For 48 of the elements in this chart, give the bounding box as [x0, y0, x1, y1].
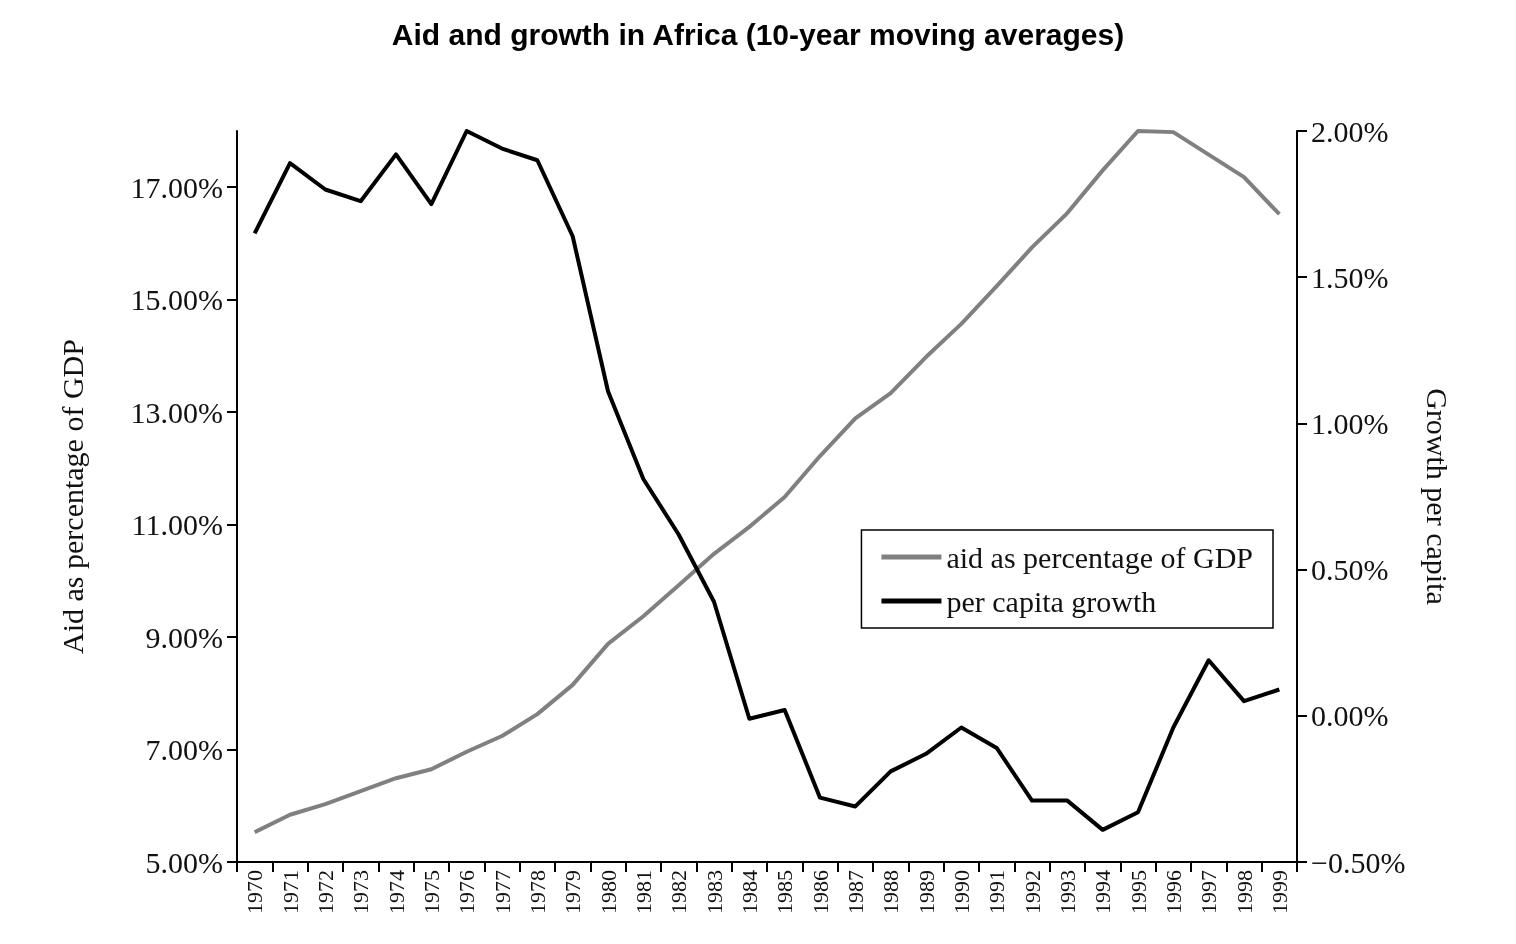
- x-tick-label: 1999: [1266, 870, 1292, 914]
- x-tick-label: 1972: [312, 870, 338, 914]
- x-tick-label: 1975: [418, 870, 444, 914]
- legend-label: aid as percentage of GDP: [946, 540, 1254, 574]
- x-tick-label: 1989: [913, 870, 939, 914]
- x-tick-label: 1982: [666, 870, 692, 914]
- x-tick-label: 1970: [242, 870, 268, 914]
- x-tick-label: 1980: [595, 870, 621, 914]
- x-tick-label: 1991: [984, 870, 1010, 914]
- y-axis-title: Aid as percentage of GDP: [55, 339, 89, 654]
- x-tick-label: 1979: [560, 870, 586, 914]
- x-tick-label: 1978: [524, 870, 550, 914]
- y2-tick-label: 0.50%: [1311, 553, 1389, 587]
- y-tick-label: 7.00%: [145, 733, 223, 767]
- x-tick-label: 1981: [630, 870, 656, 914]
- x-tick-label: 1997: [1196, 870, 1222, 914]
- x-tick-label: 1990: [948, 870, 974, 914]
- chart-title: Aid and growth in Africa (10-year moving averages): [391, 17, 1125, 51]
- x-tick-label: 1994: [1090, 870, 1116, 914]
- x-tick-label: 1993: [1054, 870, 1080, 914]
- x-tick-label: 1973: [348, 870, 374, 914]
- x-tick-label: 1986: [807, 870, 833, 914]
- y-tick-label: 13.00%: [130, 395, 223, 429]
- x-tick-label: 1971: [277, 870, 303, 914]
- x-tick-label: 1987: [842, 870, 868, 914]
- x-tick-label: 1996: [1160, 870, 1186, 914]
- y2-tick-label: 2.00%: [1311, 114, 1389, 148]
- y2-axis-title: Growth per capita: [1420, 388, 1454, 605]
- x-tick-label: 1988: [878, 870, 904, 914]
- x-tick-label: 1984: [736, 870, 762, 914]
- y-tick-label: 17.00%: [130, 170, 223, 204]
- y-tick-label: 9.00%: [145, 620, 223, 654]
- x-tick-label: 1998: [1231, 870, 1257, 914]
- x-tick-label: 1995: [1125, 870, 1151, 914]
- x-tick-label: 1983: [701, 870, 727, 914]
- x-tick-label: 1977: [489, 870, 515, 914]
- x-tick-label: 1974: [383, 870, 409, 914]
- y2-tick-label: 1.50%: [1311, 260, 1389, 294]
- y2-tick-label: 1.00%: [1311, 406, 1389, 440]
- x-tick-label: 1992: [1019, 870, 1045, 914]
- x-tick-label: 1976: [454, 870, 480, 914]
- legend-label: per capita growth: [946, 584, 1157, 618]
- x-tick-label: 1985: [772, 870, 798, 914]
- y-tick-label: 11.00%: [131, 508, 223, 542]
- y-tick-label: 15.00%: [130, 283, 223, 317]
- y2-tick-label: 0.00%: [1311, 699, 1389, 733]
- y-tick-label: 5.00%: [145, 845, 223, 879]
- y2-tick-label: −0.50%: [1311, 845, 1406, 879]
